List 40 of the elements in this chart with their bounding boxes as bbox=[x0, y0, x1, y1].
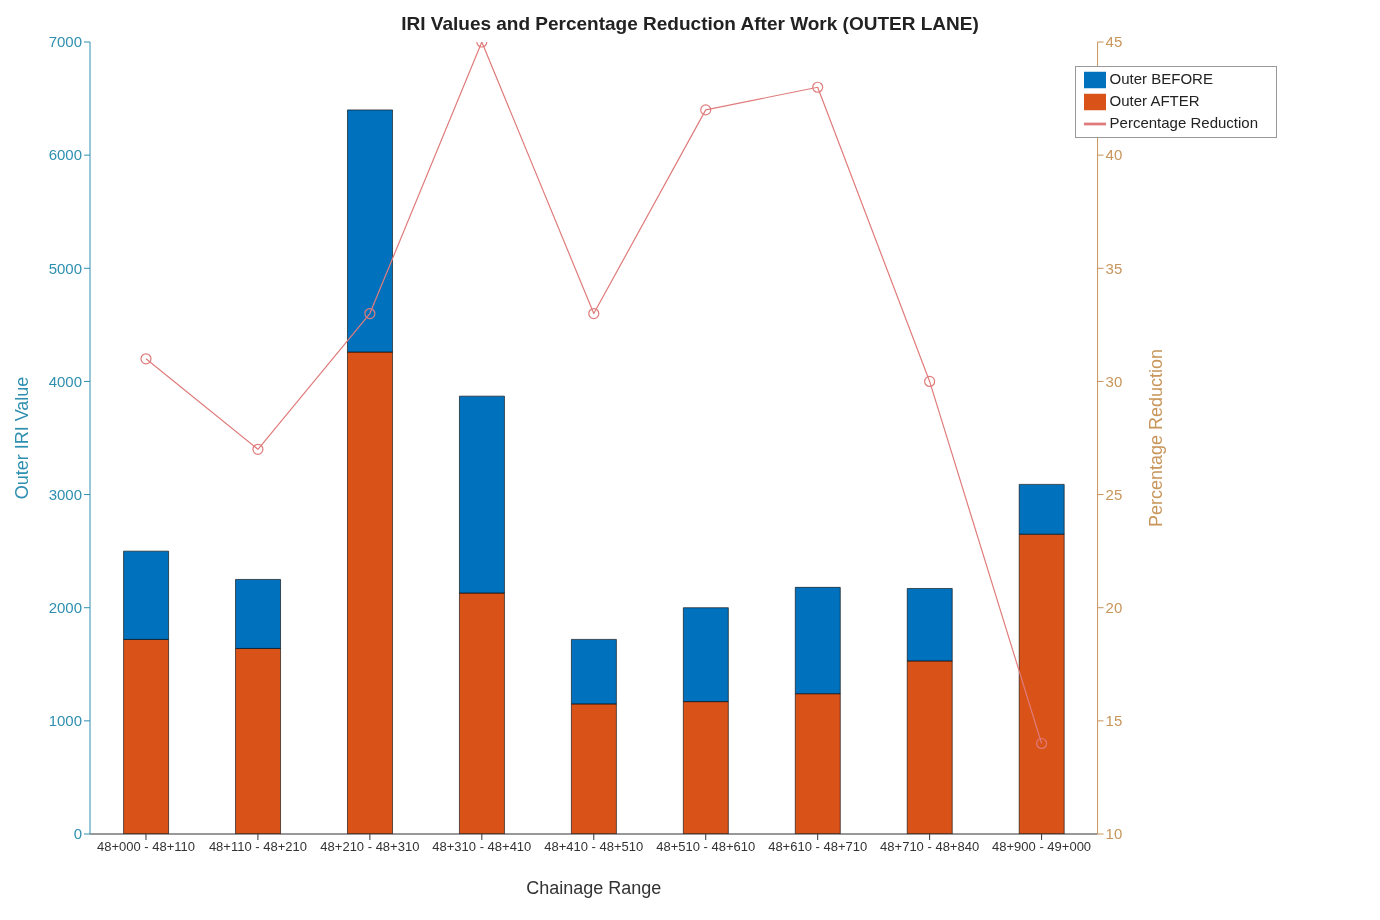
x-tick-label: 48+000 - 48+110 bbox=[96, 839, 196, 855]
y-tick-label: 4000 bbox=[48, 372, 82, 390]
y-tick-label: 3000 bbox=[48, 485, 82, 503]
y2-tick-label: 35 bbox=[1105, 259, 1123, 277]
y-tick-label: 2000 bbox=[48, 599, 82, 617]
x-tick-label: 48+310 - 48+410 bbox=[432, 839, 532, 855]
y2-tick-label: 20 bbox=[1105, 599, 1123, 617]
legend-label: Percentage Reduction bbox=[1109, 114, 1258, 132]
point bbox=[588, 307, 600, 320]
y-tick-label: 5000 bbox=[48, 259, 82, 277]
point bbox=[1035, 737, 1048, 750]
x-tick-label: 48+510 - 48+610 bbox=[656, 839, 756, 855]
y-axis-title: Outer IRI Value bbox=[12, 376, 33, 500]
x-tick-label: 48+710 - 48+840 bbox=[880, 839, 980, 855]
y2-tick-label: 25 bbox=[1105, 485, 1123, 503]
x-tick-label: 48+610 - 48+710 bbox=[768, 839, 868, 855]
y-tick-label: 7000 bbox=[48, 33, 82, 51]
legend-label: Outer BEFORE bbox=[1109, 70, 1213, 87]
x-tick-label: 48+410 - 48+510 bbox=[544, 839, 644, 855]
y2-axis-title: Percentage Reduction bbox=[1145, 348, 1166, 528]
y-tick-label: 6000 bbox=[48, 146, 82, 164]
y2-tick-label: 15 bbox=[1105, 712, 1123, 730]
y2-tick-label: 10 bbox=[1105, 825, 1123, 843]
y2-tick-label: 40 bbox=[1105, 146, 1123, 164]
y2-tick-label: 45 bbox=[1105, 33, 1123, 51]
point bbox=[252, 443, 264, 455]
legend-label: Outer AFTER bbox=[1109, 92, 1200, 110]
x-tick-label: 48+900 - 49+000 bbox=[992, 839, 1092, 855]
x-axis-title: Chainage Range bbox=[526, 878, 662, 898]
x-tick-label: 48+110 - 48+210 bbox=[208, 839, 307, 855]
y-tick-label: 0 bbox=[73, 825, 82, 843]
point bbox=[924, 375, 936, 388]
x-tick-label: 48+210 - 48+310 bbox=[320, 839, 420, 855]
point bbox=[812, 81, 824, 93]
y2-tick-label: 30 bbox=[1105, 372, 1123, 390]
chart-title: IRI Values and Percentage Reduction After Work (OUTER LANE) bbox=[401, 13, 979, 34]
point bbox=[140, 353, 152, 365]
y-tick-label: 1000 bbox=[48, 712, 82, 730]
point bbox=[700, 104, 712, 116]
point bbox=[364, 307, 376, 320]
